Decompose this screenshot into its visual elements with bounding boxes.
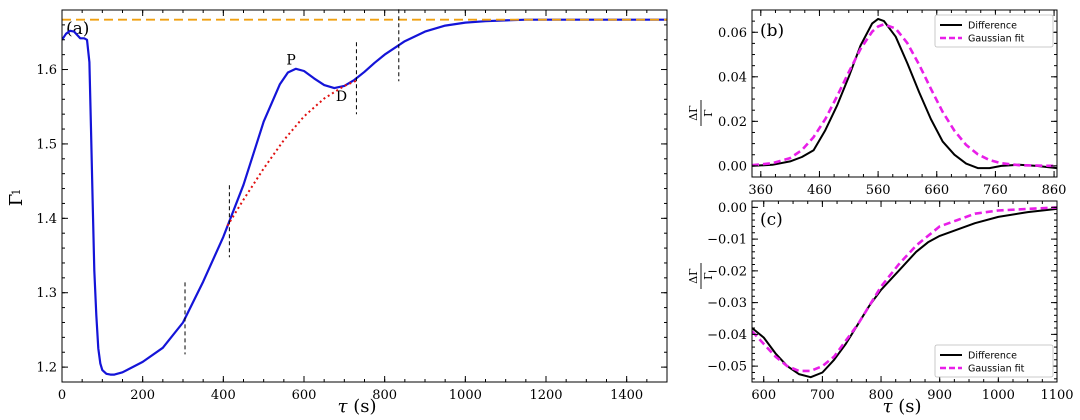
panel-b-ytick-label: 0.00	[718, 159, 747, 174]
panel-c-frame	[751, 200, 1058, 383]
panel-c-ytick-label: −0.01	[707, 233, 747, 248]
panel-c-xtick-label: 900	[927, 388, 952, 403]
panel-b: (b) ΔΓ Γ 360 460 560 660 760 860 0.00 0.02 0.04 0…	[687, 9, 1067, 198]
panel-b-ylabel: ΔΓ Γ	[687, 100, 715, 126]
panel-b-ytick-label: 0.04	[718, 70, 747, 85]
panel-b-xtick-label: 760	[983, 183, 1008, 198]
panel-b-xtick-label: 860	[1042, 183, 1067, 198]
panel-a-ytick-label: 1.5	[36, 137, 57, 152]
panel-a: Γ 1 τ (s) (a) P D 0 200 400 600 800 1000 1200 1…	[6, 9, 668, 417]
panel-a-xtick-label: 1000	[449, 388, 482, 403]
panel-a-xtick-label: 800	[372, 388, 397, 403]
panel-c-label: (c)	[760, 210, 783, 230]
panel-a-ylabel: Γ	[6, 194, 27, 207]
svg-text:ΔΓ: ΔΓ	[687, 268, 700, 284]
panel-b-series-gaussian-fit	[752, 23, 1057, 168]
legend-label-gaussian-fit: Gaussian fit	[968, 364, 1025, 375]
legend-box	[934, 344, 1054, 378]
annotation-d: D	[336, 89, 347, 105]
legend-label-difference: Difference	[968, 21, 1017, 32]
panel-b-xtick-label: 360	[748, 183, 773, 198]
panel-c-ytick-label: −0.03	[707, 296, 747, 311]
panel-a-xtick-label: 1200	[529, 388, 562, 403]
panel-a-xtick-label: 0	[58, 388, 66, 403]
panel-b-xtick-label: 560	[866, 183, 891, 198]
panel-c-series-difference	[752, 207, 1057, 379]
panel-a-frame	[61, 9, 668, 383]
panel-b-ytick-label: 0.06	[718, 26, 747, 41]
panel-b-xtick-label: 460	[807, 183, 832, 198]
panel-b-frame	[751, 9, 1058, 178]
panel-c-xtick-label: 700	[810, 388, 835, 403]
panel-c-xlabel: τ (s)	[883, 396, 922, 417]
panel-a-ylabel-sub: 1	[10, 189, 23, 196]
panel-a-ytick-label: 1.3	[36, 286, 57, 301]
svg-text:Γ: Γ	[702, 272, 715, 280]
panel-c-xtick-label: 1000	[982, 388, 1015, 403]
legend-box	[934, 14, 1054, 48]
panel-c-series-gaussian-fit	[752, 206, 1057, 373]
panel-c-ylabel: ΔΓ Γ	[687, 263, 715, 289]
panel-c-xtick-label: 800	[869, 388, 894, 403]
panel-a-ytick-label: 1.2	[36, 361, 57, 376]
panel-c: (c) ΔΓ Γ τ (s) 600 700 800 900 1000 1100 0.00 −…	[687, 200, 1074, 417]
panel-b-series-difference	[752, 17, 1057, 170]
panel-b-ytick-label: 0.02	[718, 115, 747, 130]
panel-a-xtick-label: 1400	[610, 388, 643, 403]
panel-c-ytick-label: −0.05	[707, 360, 747, 375]
panel-a-series-solid-blue	[62, 18, 667, 376]
legend-label-gaussian-fit: Gaussian fit	[968, 34, 1025, 45]
panel-a-xtick-label: 600	[292, 388, 317, 403]
annotation-p: P	[286, 52, 295, 68]
panel-c-ytick-label: −0.02	[707, 264, 747, 279]
panel-a-ytick-label: 1.4	[36, 212, 57, 227]
panel-a-xtick-label: 400	[211, 388, 236, 403]
panel-a-xlabel: τ (s)	[338, 396, 377, 417]
panel-b-label: (b)	[760, 21, 784, 41]
panel-a-label: (a)	[66, 19, 89, 39]
panel-c-ytick-label: 0.00	[718, 201, 747, 216]
panel-c-xtick-label: 1100	[1040, 388, 1073, 403]
panel-a-xtick-label: 200	[130, 388, 155, 403]
panel-a-series-dotted-red	[226, 79, 357, 227]
panel-a-ytick-label: 1.6	[36, 63, 57, 78]
svg-text:Γ: Γ	[702, 109, 715, 117]
legend-label-difference: Difference	[968, 351, 1017, 362]
panel-b-xtick-label: 660	[924, 183, 949, 198]
panel-c-xtick-label: 600	[751, 388, 776, 403]
svg-text:ΔΓ: ΔΓ	[687, 105, 700, 121]
panel-c-ytick-label: −0.04	[707, 328, 747, 343]
